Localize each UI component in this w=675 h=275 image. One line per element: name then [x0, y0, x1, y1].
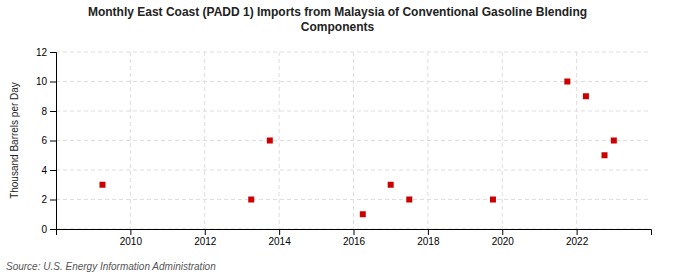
x-tick-mark	[130, 229, 131, 235]
x-grid-line	[576, 52, 577, 229]
y-tick-mark	[50, 141, 56, 142]
y-tick: 2	[41, 194, 56, 205]
y-axis: 0 2 4 6 8 10 12	[36, 47, 57, 235]
x-grid-line	[427, 52, 428, 229]
plot-area: 2010 2012 2014 2016 2018 2020 2022 0 2 4 6 8 10 12 Tho…	[9, 47, 652, 247]
x-tick-mark	[577, 229, 578, 235]
x-tick: 2010	[120, 229, 143, 247]
source-note: Source: U.S. Energy Information Administ…	[6, 261, 216, 272]
data-point	[360, 211, 366, 217]
x-grid-line	[130, 52, 131, 229]
x-tick: 2022	[566, 229, 589, 247]
y-tick-mark	[50, 229, 56, 230]
y-tick: 0	[41, 224, 56, 235]
chart-title-line: Monthly East Coast (PADD 1) Imports from…	[88, 5, 587, 19]
y-tick-label: 10	[36, 76, 48, 87]
x-grid-line	[502, 52, 503, 229]
x-axis-line	[57, 230, 652, 236]
grid	[56, 52, 651, 229]
y-grid-line	[56, 170, 651, 171]
y-tick: 12	[36, 47, 56, 58]
x-tick: 2014	[269, 229, 292, 247]
y-tick: 4	[41, 165, 56, 176]
y-axis-title: Thousand Barrels per Day	[9, 82, 20, 199]
data-point	[611, 138, 617, 144]
x-tick-label: 2018	[417, 236, 440, 247]
y-tick-label: 6	[41, 135, 47, 146]
data-point	[406, 197, 412, 203]
y-tick: 8	[41, 106, 56, 117]
y-axis-line	[50, 53, 57, 230]
y-tick-label: 4	[41, 165, 47, 176]
x-tick-mark	[502, 229, 503, 235]
x-tick-mark	[354, 229, 355, 235]
data-point	[602, 152, 608, 158]
y-tick-mark	[50, 200, 56, 201]
x-grid-line	[279, 52, 280, 229]
y-tick-mark	[50, 82, 56, 83]
x-tick-label: 2020	[492, 236, 515, 247]
x-tick-label: 2010	[120, 236, 143, 247]
chart-svg: Monthly East Coast (PADD 1) Imports from…	[0, 0, 675, 275]
y-tick-mark	[50, 170, 56, 171]
y-tick-label: 0	[41, 224, 47, 235]
x-tick: 2020	[492, 229, 515, 247]
data-point	[564, 79, 570, 85]
x-tick-label: 2022	[566, 236, 589, 247]
x-tick-label: 2012	[194, 236, 217, 247]
data-point	[99, 182, 105, 188]
y-tick: 10	[36, 76, 56, 87]
x-tick: 2012	[194, 229, 217, 247]
data-point	[267, 138, 273, 144]
x-tick-mark	[205, 229, 206, 235]
data-point	[248, 197, 254, 203]
chart-title-line: Components	[301, 20, 375, 34]
x-grid-line	[204, 52, 205, 229]
data-point	[388, 182, 394, 188]
points	[99, 79, 616, 218]
y-tick-mark	[50, 52, 56, 53]
y-tick-mark	[50, 111, 56, 112]
x-tick-mark	[279, 229, 280, 235]
y-grid-line	[56, 140, 651, 141]
x-tick: 2018	[417, 229, 440, 247]
x-grid-line	[353, 52, 354, 229]
x-axis: 2010 2012 2014 2016 2018 2020 2022	[57, 229, 652, 247]
data-point	[490, 197, 496, 203]
chart-title: Monthly East Coast (PADD 1) Imports from…	[88, 5, 587, 34]
x-tick-label: 2014	[269, 236, 292, 247]
x-tick-mark	[428, 229, 429, 235]
data-point	[583, 93, 589, 99]
y-tick-label: 2	[41, 194, 47, 205]
y-tick: 6	[41, 135, 56, 146]
x-tick: 2016	[343, 229, 366, 247]
y-tick-label: 12	[36, 47, 48, 58]
y-tick-label: 8	[41, 106, 47, 117]
x-tick-label: 2016	[343, 236, 366, 247]
